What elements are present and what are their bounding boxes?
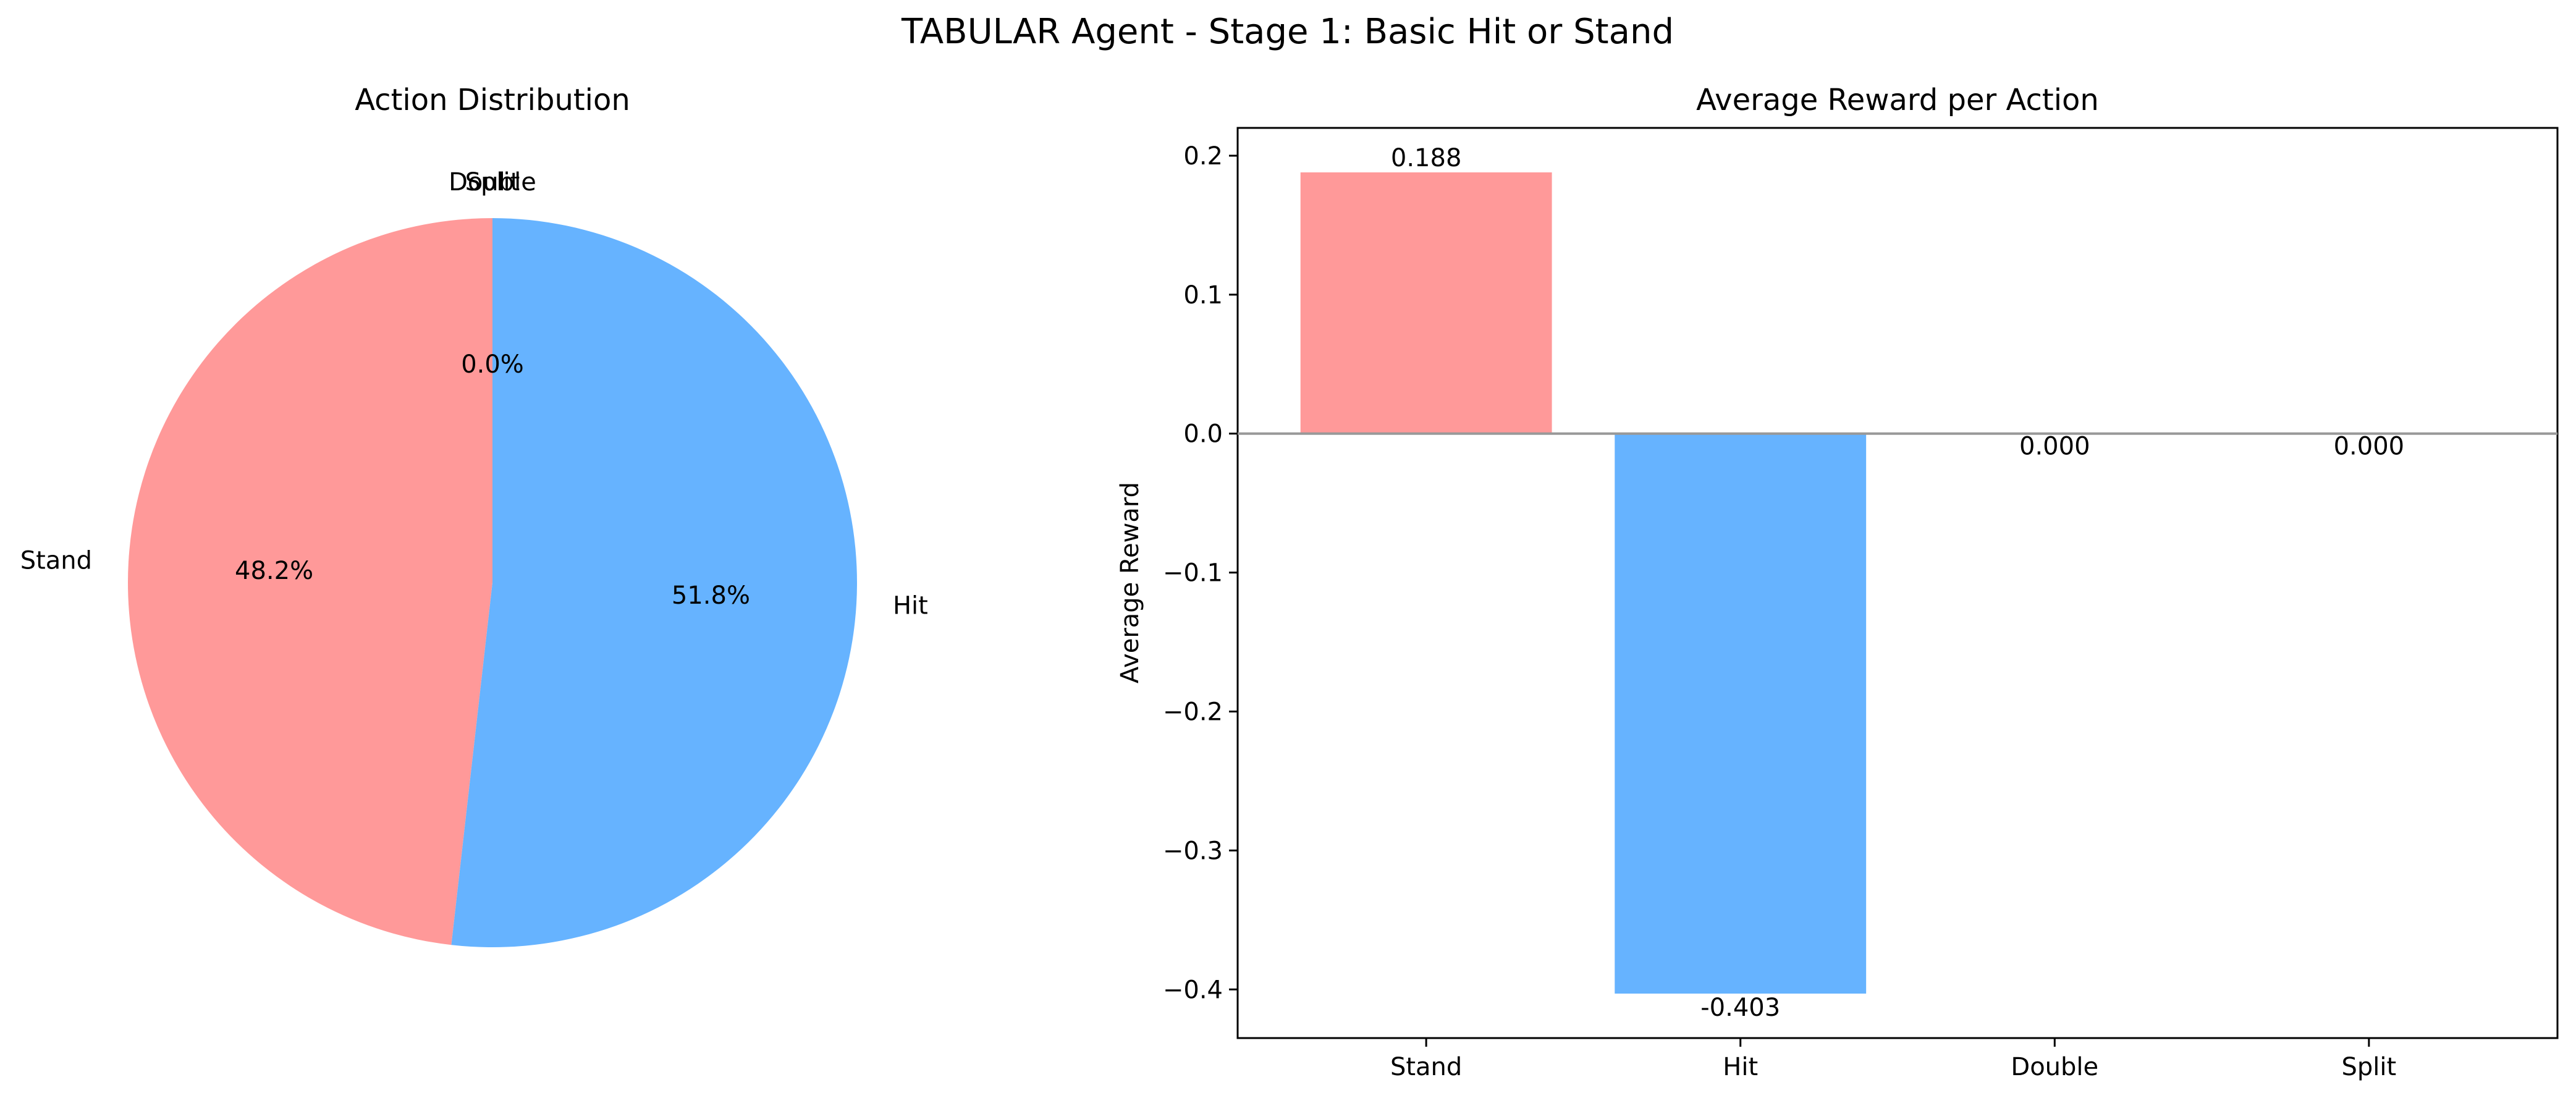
y-tick-label: 0.1 xyxy=(1183,281,1223,310)
pie-pct-hit: 51.8% xyxy=(672,581,750,610)
x-tick-label-split: Split xyxy=(2342,1053,2397,1081)
y-tick-label: −0.2 xyxy=(1163,698,1223,727)
bar-x-ticks: Stand Hit Double Split xyxy=(1390,1038,2396,1081)
bar-axes-frame xyxy=(1236,127,2559,1039)
bar-value-label-hit: -0.403 xyxy=(1700,994,1780,1022)
bar-y-ticks: 0.2 0.1 0.0 −0.1 −0.2 −0.3 −0.4 xyxy=(1163,142,1238,1004)
bar-value-label-split: 0.000 xyxy=(2334,433,2405,461)
pie-label-stand: Stand xyxy=(20,546,92,575)
pie-labels: Stand 48.2% Hit 51.8% Double 0.0% Split xyxy=(20,168,928,620)
y-tick-label: 0.2 xyxy=(1183,142,1223,171)
x-tick-label-stand: Stand xyxy=(1390,1053,1462,1081)
pie-title: Action Distribution xyxy=(355,83,630,117)
pie-slice-stand xyxy=(128,218,492,945)
figure-title: TABULAR Agent - Stage 1: Basic Hit or St… xyxy=(901,12,1674,52)
pie-slice-hit xyxy=(451,218,858,948)
pie-label-double: Double xyxy=(449,168,536,196)
pie-label-split: Split xyxy=(465,168,520,196)
bar-bars xyxy=(1300,172,2495,994)
pie-pct-stand: 48.2% xyxy=(235,557,313,585)
y-tick-label: 0.0 xyxy=(1183,420,1223,449)
bar-hit xyxy=(1615,433,1867,994)
bar-stand xyxy=(1300,172,1552,434)
bar-title: Average Reward per Action xyxy=(1696,83,2099,117)
y-tick-label: −0.3 xyxy=(1163,837,1223,865)
x-tick-label-double: Double xyxy=(2011,1053,2098,1081)
pie-label-hit: Hit xyxy=(893,592,928,620)
pie-pct-double: 0.0% xyxy=(461,350,524,379)
y-tick-label: −0.4 xyxy=(1163,976,1223,1004)
x-tick-label-hit: Hit xyxy=(1723,1053,1758,1081)
pie-chart: Action Distribution Stand 48.2% Hit 51.8% Do… xyxy=(20,83,928,948)
bar-value-label-double: 0.000 xyxy=(2019,433,2090,461)
bar-y-axis-label: Average Reward xyxy=(1116,482,1144,683)
bar-value-label-stand: 0.188 xyxy=(1391,144,1462,172)
bar-value-labels: 0.188 -0.403 0.000 0.000 xyxy=(1391,144,2404,1022)
bar-chart: Average Reward per Action 0.2 0.1 0.0 −0.1 −… xyxy=(1116,83,2559,1081)
y-tick-label: −0.1 xyxy=(1163,559,1223,588)
pie-slices xyxy=(128,218,858,948)
